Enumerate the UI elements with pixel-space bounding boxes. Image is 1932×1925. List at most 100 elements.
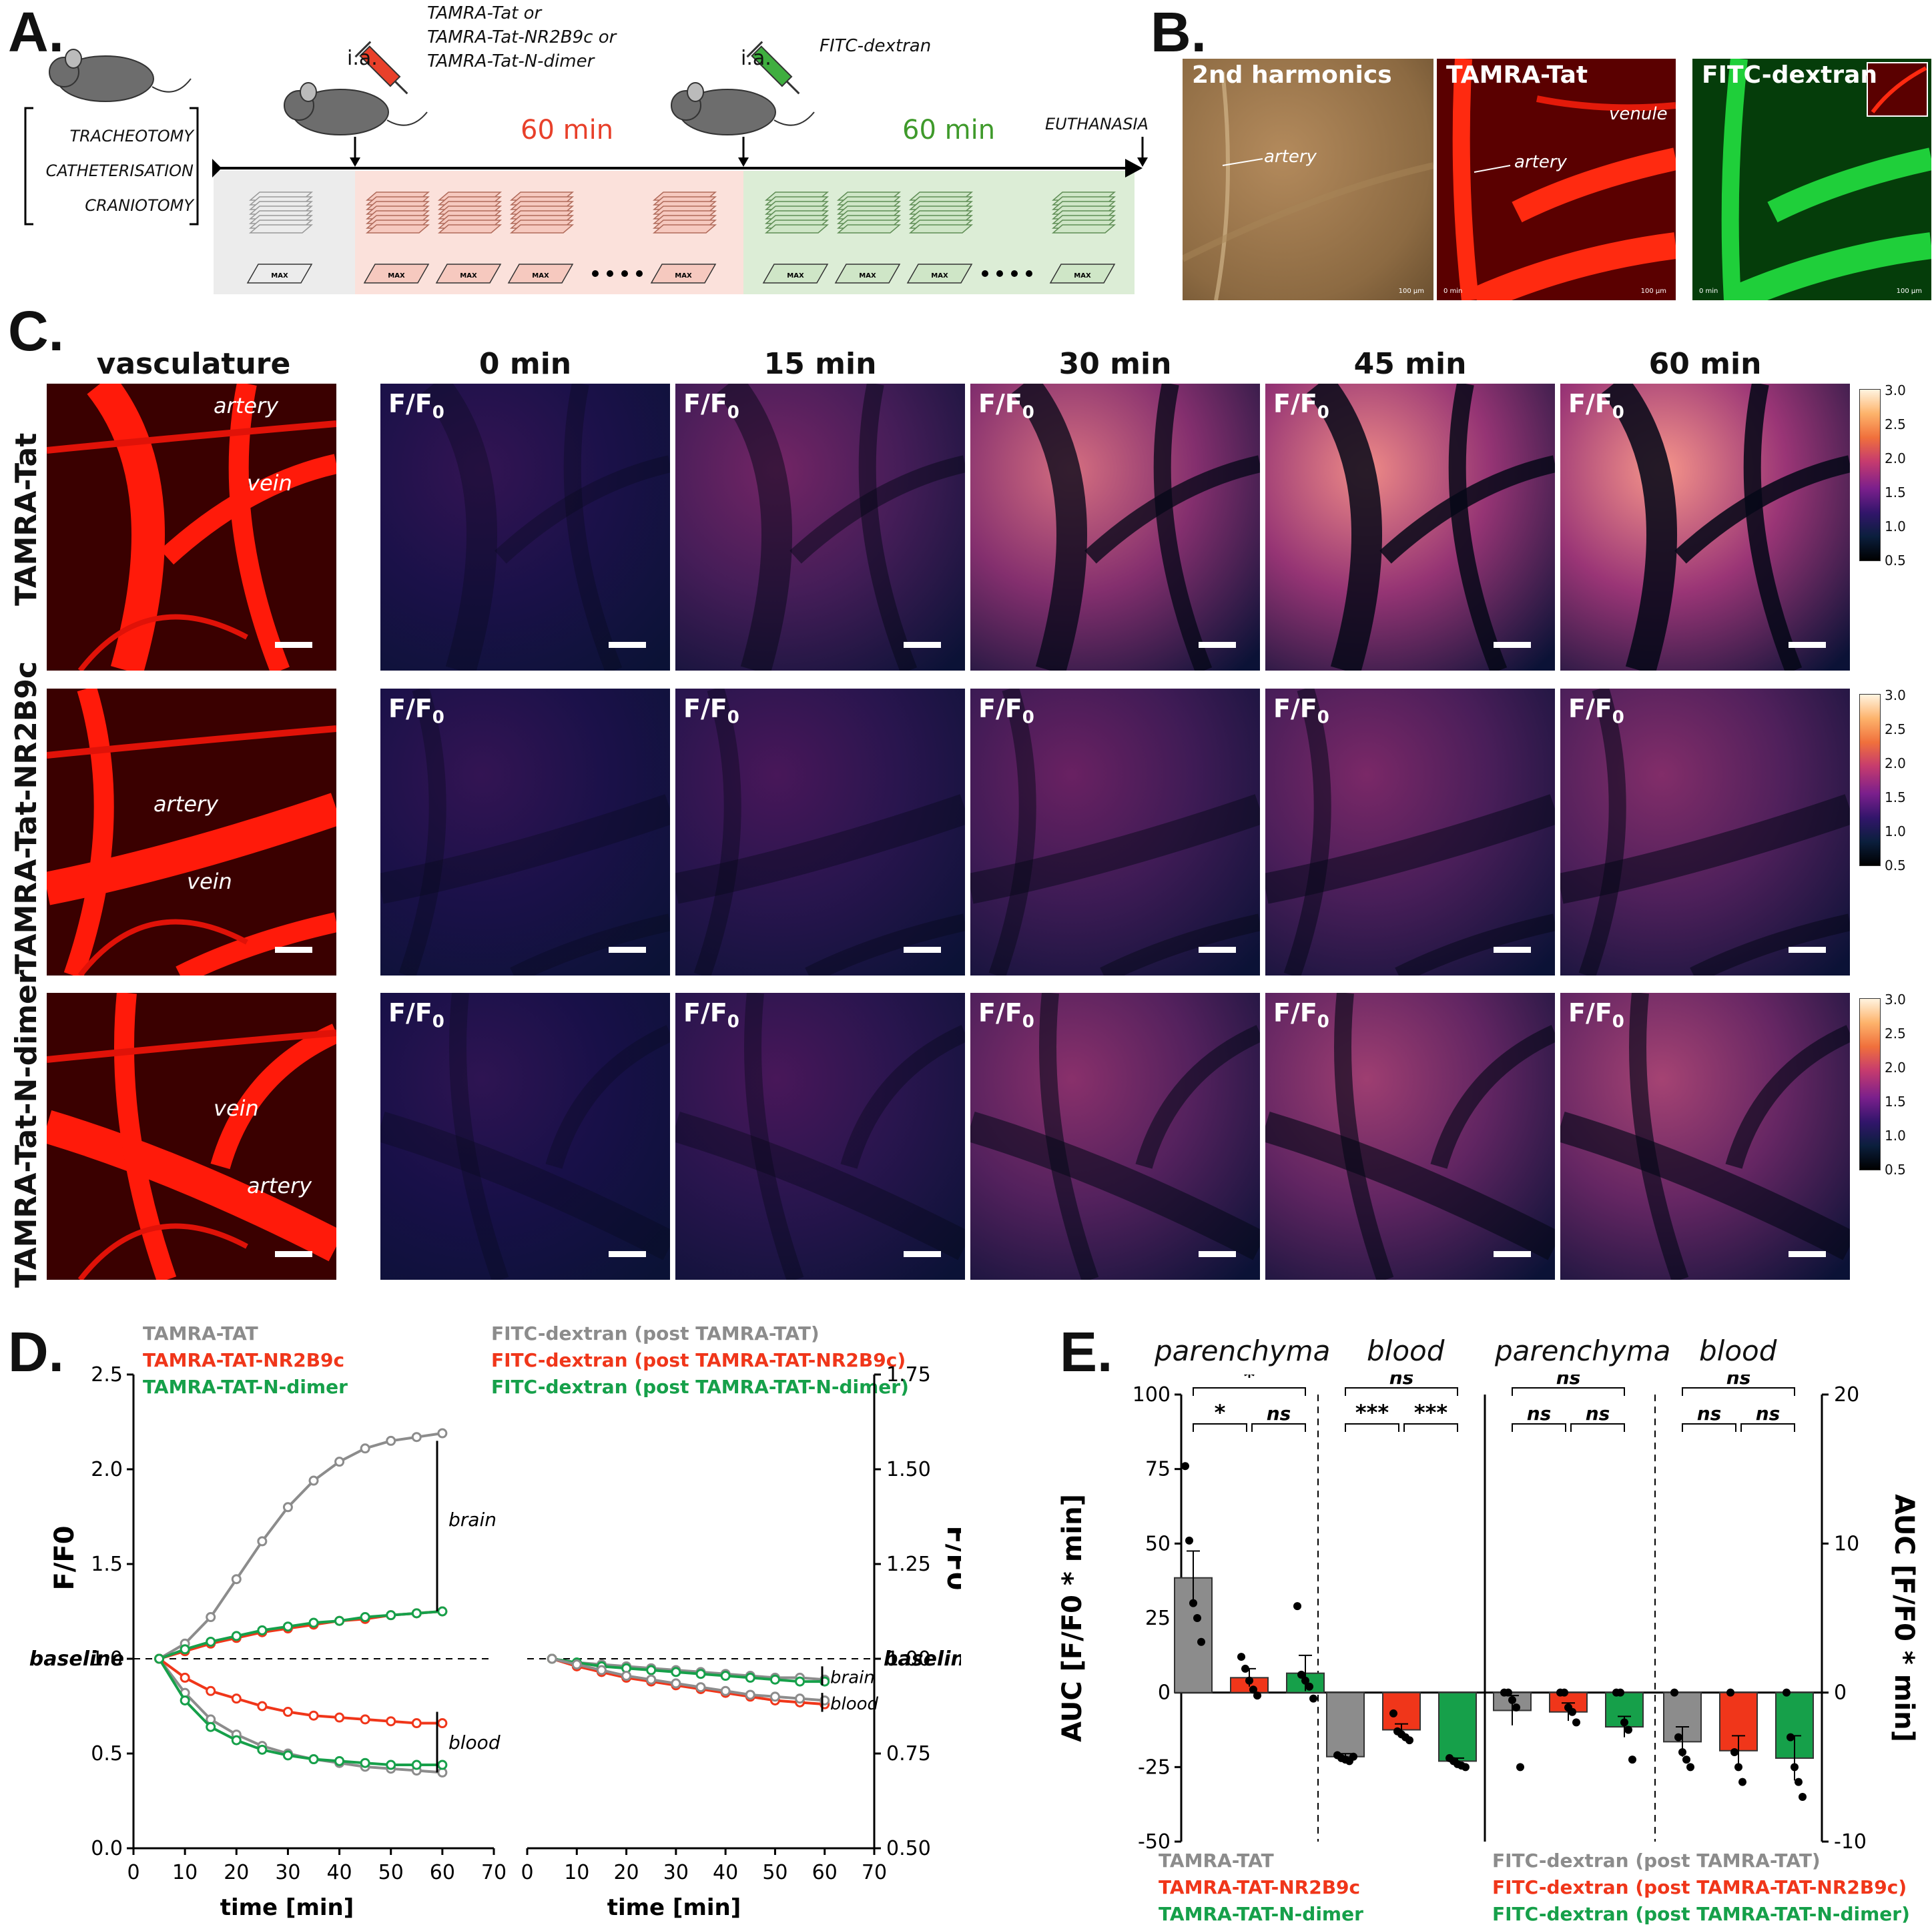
data-point: [720, 1685, 731, 1696]
vasculature-overview-image: artery vein: [47, 384, 336, 671]
data-point: [1624, 1725, 1632, 1734]
y-tick-label: 1.5: [91, 1553, 123, 1576]
bar: [1549, 1691, 1588, 1713]
colorbar-tick: 2.5: [1885, 721, 1906, 737]
significance-bracket: ns: [1345, 1375, 1458, 1396]
image-stack-icon: [437, 191, 503, 234]
data-point: [1297, 1670, 1305, 1679]
max-label: MAX: [1074, 272, 1091, 280]
y-tick-label: 2.0: [91, 1458, 123, 1481]
colorbar-tick: 1.5: [1885, 484, 1906, 500]
ratio-label: F/F0: [1273, 998, 1329, 1032]
data-point: [308, 1617, 319, 1628]
data-point: [334, 1615, 345, 1626]
colorbar-tick: 1.5: [1885, 789, 1906, 805]
data-point: [1791, 1763, 1799, 1772]
y-tick-label: 0.75: [886, 1742, 931, 1766]
data-point: [282, 1707, 293, 1717]
y-tick-label: 1.25: [886, 1553, 931, 1576]
x-tick-label: 10: [172, 1861, 198, 1884]
x-tick-label: 20: [224, 1861, 249, 1884]
max-projection-icon: MAX: [246, 264, 313, 284]
ratio-image: F/F0: [970, 384, 1260, 671]
data-point: [1241, 1664, 1249, 1673]
y-tick-label: -50: [1138, 1830, 1171, 1854]
data-point: [360, 1758, 370, 1768]
max-projection-icon: MAX: [507, 264, 574, 284]
significance-mark: ***: [1355, 1400, 1389, 1425]
time-header-15: 15 min: [763, 347, 877, 381]
second-harmonics-image: 2nd harmonics artery 100 µm: [1183, 59, 1433, 300]
max-label: MAX: [388, 272, 405, 280]
ratio-text: F/F: [978, 998, 1022, 1028]
legend-d-right-2: FITC-dextran (post TAMRA-TAT-NR2B9c): [491, 1349, 906, 1371]
scale-bar: [1494, 642, 1531, 648]
ratio-text: F/F: [1273, 998, 1317, 1028]
significance-bracket: ***: [1345, 1400, 1399, 1432]
ratio-text: F/F: [388, 389, 432, 418]
y-tick-label: 1.75: [886, 1363, 931, 1387]
ratio-text: F/F: [388, 694, 432, 723]
bar: [1438, 1691, 1477, 1762]
colorbar-tick: 3.0: [1885, 382, 1906, 398]
colorbar-tick: 2.0: [1885, 450, 1906, 466]
data-point: [180, 1695, 190, 1705]
significance-mark: ns: [1586, 1403, 1610, 1425]
x-axis-label-left: time [min]: [220, 1894, 354, 1921]
ratio-text: F/F: [978, 694, 1022, 723]
data-point: [720, 1671, 731, 1681]
ratio-image: F/F0: [970, 689, 1260, 976]
scale-bar: [1789, 1251, 1826, 1257]
scale-bar: [275, 642, 312, 648]
data-point: [1738, 1778, 1746, 1786]
significance-mark: ns: [1556, 1375, 1581, 1389]
time-header-45: 45 min: [1353, 347, 1467, 381]
significance-mark: *: [1215, 1400, 1226, 1425]
data-point: [437, 1606, 448, 1617]
ratio-text: F/F: [1273, 694, 1317, 723]
scale-bar: [275, 1251, 312, 1257]
ratio-image: F/F0: [1265, 689, 1555, 976]
colorbar-tick: 1.0: [1885, 823, 1906, 839]
syringe-red-icon: [354, 41, 408, 95]
data-point: [1620, 1718, 1628, 1727]
scale-label: 100 µm: [1640, 288, 1666, 295]
significance-bracket: ns: [1682, 1375, 1795, 1396]
data-point: [596, 1665, 607, 1675]
data-point: [206, 1612, 216, 1623]
d-left-series: [154, 1428, 448, 1664]
ellipsis-dots-1: [592, 270, 643, 277]
image-stack-icon: [652, 191, 717, 234]
ratio-image: F/F0: [1560, 384, 1850, 671]
scale-bar: [904, 1251, 941, 1257]
data-point: [231, 1574, 242, 1585]
data-point: [231, 1631, 242, 1641]
legend-e-right-3: FITC-dextran (post TAMRA-TAT-N-dimer): [1492, 1903, 1910, 1925]
syringe-green-icon: [746, 41, 800, 95]
x-tick-label: 30: [663, 1861, 689, 1884]
significance-bracket: ns: [1740, 1403, 1795, 1432]
artery-annotation: artery: [214, 393, 279, 418]
ratio-text: F/F: [388, 998, 432, 1028]
data-point: [1726, 1688, 1734, 1697]
brain-annotation: brain: [448, 1509, 497, 1531]
artery-annotation: artery: [1514, 152, 1567, 172]
ratio-subscript: 0: [727, 1012, 739, 1032]
d-left-series: [154, 1606, 448, 1664]
significance-bracket: *: [1193, 1400, 1247, 1432]
image-title: TAMRA-Tat: [1446, 61, 1588, 89]
ratio-subscript: 0: [1022, 707, 1034, 728]
data-point: [437, 1718, 448, 1729]
ratio-label: F/F0: [388, 389, 444, 423]
data-point: [206, 1721, 216, 1732]
data-point: [282, 1502, 293, 1513]
significance-bracket: ns: [1251, 1403, 1306, 1432]
ratio-image: F/F0: [380, 689, 670, 976]
vasculature-overview-image: vein artery: [47, 993, 336, 1280]
d-left-series: [154, 1653, 448, 1770]
legend-d-left-1: TAMRA-TAT: [143, 1322, 258, 1344]
ratio-label: F/F0: [978, 998, 1034, 1032]
data-point: [154, 1653, 165, 1664]
ratio-label: F/F0: [978, 694, 1034, 728]
ratio-subscript: 0: [1317, 402, 1329, 423]
